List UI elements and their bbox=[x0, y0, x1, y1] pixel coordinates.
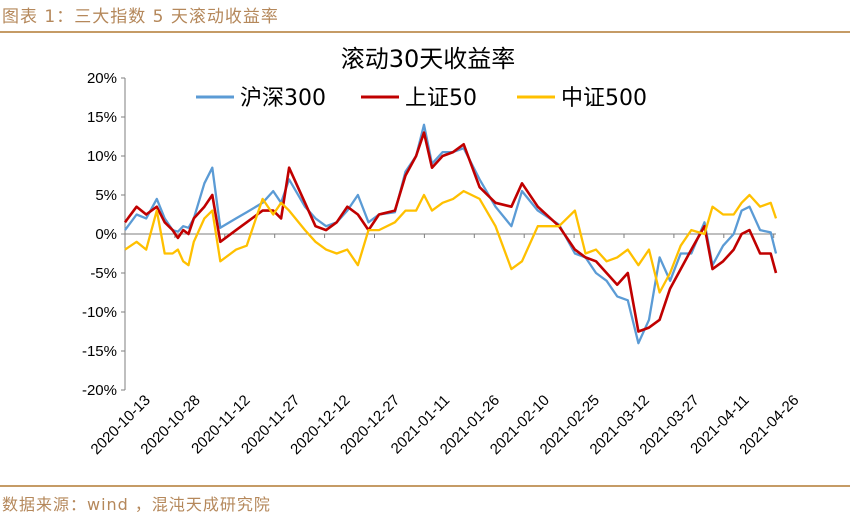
legend-label-hs300: 沪深300 bbox=[240, 86, 326, 111]
series-line-zz500 bbox=[124, 189, 778, 294]
source-divider bbox=[0, 485, 850, 487]
figure-caption: 图表 1：三大指数 5 天滚动收益率 bbox=[2, 7, 279, 27]
y-tick-label: -10% bbox=[82, 304, 117, 321]
chart-title: 滚动30天收益率 bbox=[341, 45, 516, 73]
caption-divider bbox=[0, 31, 850, 33]
y-axis: 20% 15% 10% 5% 0% -5% -10% -15% -20% bbox=[82, 70, 126, 399]
y-tick-label: -15% bbox=[82, 343, 117, 360]
y-tick-label: 10% bbox=[87, 148, 117, 165]
legend-label-sz50: 上证50 bbox=[405, 86, 477, 111]
y-tick-label: 20% bbox=[87, 70, 117, 87]
y-tick-label: -5% bbox=[90, 265, 117, 282]
chart-legend: 沪深300 上证50 中证500 bbox=[196, 86, 647, 111]
y-tick-label: 5% bbox=[95, 187, 117, 204]
series-line-hs300 bbox=[124, 123, 778, 345]
legend-label-zz500: 中证500 bbox=[561, 86, 647, 111]
x-axis: 2020-10-132020-10-282020-11-122020-11-27… bbox=[88, 233, 803, 458]
series-line-sz50 bbox=[123, 131, 778, 333]
series-layer bbox=[123, 123, 778, 345]
data-source: 数据来源：wind ，混沌天成研究院 bbox=[2, 495, 271, 514]
y-tick-label: 0% bbox=[95, 226, 117, 243]
y-tick-label: 15% bbox=[87, 109, 117, 126]
y-tick-label: -20% bbox=[82, 382, 117, 399]
